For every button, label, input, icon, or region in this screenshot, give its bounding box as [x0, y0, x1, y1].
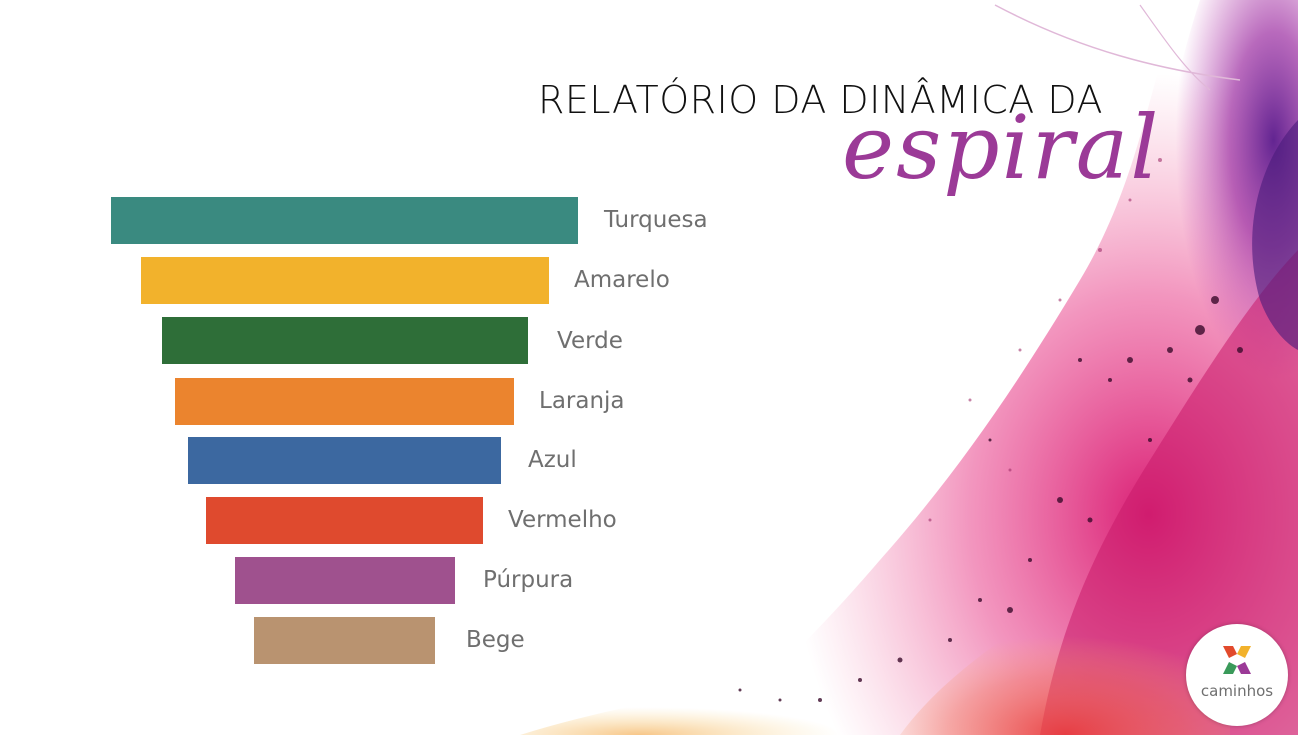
spiral-funnel: Turquesa Amarelo Verde Laranja Azul Verm…	[111, 197, 708, 664]
funnel-bar-azul	[188, 437, 501, 484]
logo-petal-1	[1223, 646, 1237, 658]
funnel-bar-turquesa	[111, 197, 578, 244]
funnel-bar-vermelho	[206, 497, 483, 544]
page-subtitle: espiral	[842, 96, 1161, 199]
logo-text: caminhos	[1200, 682, 1274, 700]
funnel-label-turquesa: Turquesa	[604, 207, 708, 233]
funnel-label-verde: Verde	[557, 328, 623, 354]
funnel-bar-laranja	[175, 378, 514, 425]
funnel-bar-amarelo	[141, 257, 549, 304]
funnel-label-azul: Azul	[528, 447, 577, 473]
logo-petal-3	[1223, 662, 1237, 674]
funnel-label-purpura: Púrpura	[483, 567, 574, 593]
page-title: RELATÓRIO DA DINÂMICA DA	[538, 78, 1103, 122]
caminhos-logo: caminhos	[1186, 624, 1288, 726]
funnel-bar-purpura	[235, 557, 455, 604]
funnel-bar-bege	[254, 617, 435, 664]
funnel-bar-verde	[162, 317, 528, 364]
funnel-label-laranja: Laranja	[539, 388, 625, 414]
logo-petal-4	[1237, 662, 1251, 674]
logo-petal-2	[1237, 646, 1251, 658]
funnel-label-bege: Bege	[466, 627, 525, 653]
funnel-label-amarelo: Amarelo	[574, 267, 670, 293]
caminhos-logo-icon	[1223, 646, 1251, 674]
funnel-label-vermelho: Vermelho	[508, 507, 617, 533]
